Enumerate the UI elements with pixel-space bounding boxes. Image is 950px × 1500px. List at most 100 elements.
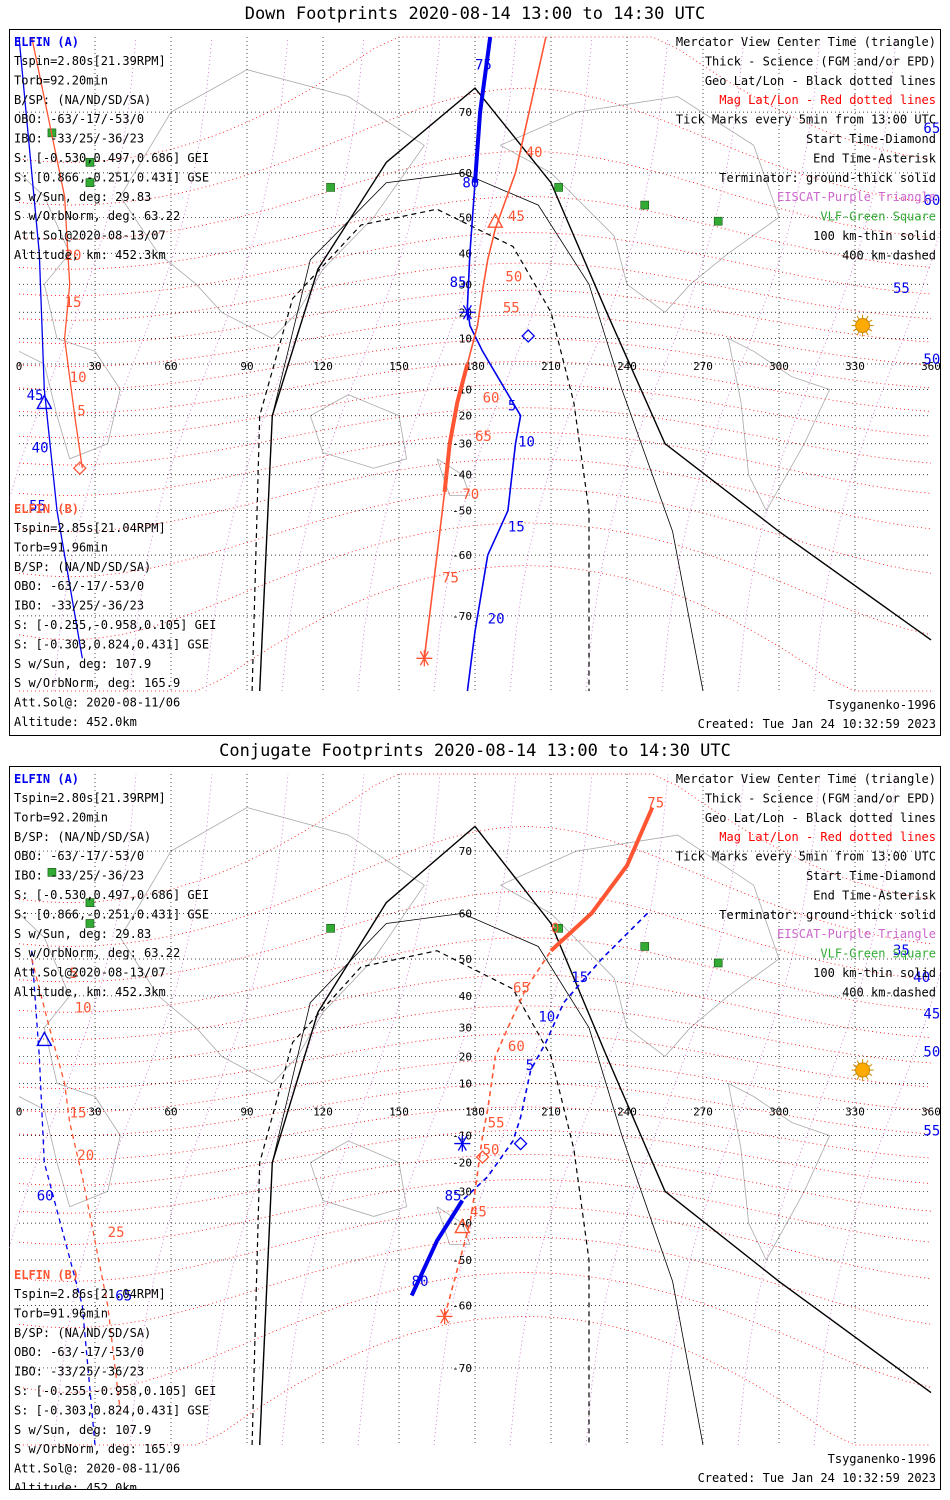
y-tick-label: 50 bbox=[459, 211, 472, 224]
mag-lat-line bbox=[18, 383, 932, 439]
vlf-station-marker bbox=[326, 183, 335, 192]
terminator-400km bbox=[251, 950, 590, 1446]
elfin-b-time-tick: 50 bbox=[505, 269, 522, 285]
elfin-b-time-tick: 55 bbox=[488, 1116, 505, 1132]
elfin-a-info-line: S: [-0.530,0.497,0.686] GEI bbox=[14, 151, 209, 165]
sun-ray bbox=[852, 328, 857, 332]
y-tick-label: 10 bbox=[459, 333, 472, 346]
legend-line: Tick Marks every 5min from 13:00 UTC bbox=[676, 113, 936, 127]
elfin-a-time-tick: 60 bbox=[923, 193, 940, 209]
elfin-b-science-segment bbox=[442, 363, 470, 493]
sun-ray bbox=[865, 1060, 869, 1065]
x-tick-label: 90 bbox=[240, 1106, 253, 1119]
elfin-a-time-tick: 85 bbox=[450, 275, 467, 291]
elfin-a-info-line: OBO: -63/-17/-53/0 bbox=[14, 849, 144, 863]
elfin-a-secondary-track bbox=[18, 36, 83, 659]
sun-ray bbox=[868, 1064, 873, 1067]
y-tick-label: -50 bbox=[452, 505, 472, 518]
legend-line: Thick - Science (FGM and/or EPD) bbox=[705, 54, 936, 68]
mag-lat-line bbox=[19, 1315, 931, 1446]
elfin-a-secondary-track bbox=[31, 950, 96, 1446]
legend-line: Geo Lat/Lon - Black dotted lines bbox=[705, 74, 936, 88]
y-tick-label: -60 bbox=[452, 1300, 472, 1313]
elfin-b-time-tick: 60 bbox=[483, 390, 500, 406]
terminator-100km bbox=[259, 172, 704, 692]
elfin-a-info-line: S w/Sun, deg: 29.83 bbox=[14, 190, 151, 204]
elfin-a-time-tick: 60 bbox=[37, 1188, 54, 1204]
elfin-a-track bbox=[410, 912, 648, 1296]
elfin-a-info-line: Altitude, km: 452.3km bbox=[14, 985, 166, 999]
terminator-400km bbox=[251, 208, 590, 692]
elfin-a-info-line: S: [-0.530,0.497,0.686] GEI bbox=[14, 888, 209, 902]
mag-lat-line bbox=[18, 1236, 932, 1329]
mag-lat-line bbox=[18, 937, 932, 1013]
elfin-a-info-line: Tspin=2.80s[21.39RPM] bbox=[14, 54, 166, 68]
x-tick-label: 330 bbox=[845, 360, 865, 373]
x-tick-label: 0 bbox=[16, 360, 23, 373]
y-tick-label: 70 bbox=[459, 845, 472, 858]
coastline-3 bbox=[500, 96, 780, 313]
model-label: Tsyganenko-1996 bbox=[828, 698, 936, 712]
elfin-a-time-tick: 55 bbox=[29, 499, 46, 515]
elfin-b-time-tick: 75 bbox=[647, 796, 664, 812]
y-tick-label: 20 bbox=[459, 1050, 472, 1063]
x-tick-label: 210 bbox=[541, 1106, 561, 1119]
x-tick-label: 300 bbox=[769, 1106, 789, 1119]
elfin-a-time-tick: 40 bbox=[32, 441, 49, 457]
vlf-station-marker bbox=[640, 942, 650, 951]
elfin-a-label: ELFIN (A) bbox=[14, 35, 79, 49]
mag-lat-line bbox=[18, 825, 932, 947]
elfin-a-time-tick: 35 bbox=[893, 943, 910, 959]
mag-lat-line bbox=[18, 1206, 932, 1282]
x-tick-label: 240 bbox=[617, 360, 637, 373]
legend-line: Mercator View Center Time (triangle) bbox=[676, 35, 936, 49]
legend-line: Start Time-Diamond bbox=[806, 132, 936, 146]
elfin-a-info-line: B/SP: (NA/ND/SD/SA) bbox=[14, 830, 151, 844]
elfin-b-time-tick: 10 bbox=[70, 370, 87, 386]
elfin-a-info-line: Att.Sol@2020-08-13/07 bbox=[14, 966, 166, 980]
x-tick-label: 0 bbox=[16, 1106, 23, 1119]
elfin-a-time-tick: 15 bbox=[571, 970, 588, 986]
legend-line: End Time-Asterisk bbox=[813, 888, 937, 902]
vlf-station-marker bbox=[85, 158, 95, 167]
legend-line: Mag Lat/Lon - Red dotted lines bbox=[719, 93, 936, 107]
elfin-a-info-line: S: [0.866,-0.251,0.431] GSE bbox=[14, 907, 209, 921]
x-tick-label: 90 bbox=[240, 360, 253, 373]
elfin-b-start-marker bbox=[72, 461, 87, 476]
elfin-a-time-tick: 10 bbox=[538, 1010, 555, 1026]
elfin-a-info-line: Tspin=2.80s[21.39RPM] bbox=[14, 791, 166, 805]
elfin-b-time-tick: 10 bbox=[75, 1000, 92, 1016]
elfin-b-time-tick: 15 bbox=[70, 1105, 87, 1121]
legend-line: VLF-Green Square bbox=[820, 210, 936, 224]
vlf-station-marker bbox=[640, 200, 650, 210]
elfin-b-info-line: S w/OrbNorm, deg: 165.9 bbox=[14, 676, 180, 690]
vlf-station-marker bbox=[554, 183, 563, 192]
legend-line: VLF-Green Square bbox=[820, 947, 936, 961]
sun-ray bbox=[852, 319, 857, 323]
elfin-a-science-segment bbox=[409, 1199, 464, 1297]
elfin-a-center-marker bbox=[36, 1030, 53, 1047]
y-tick-label: -20 bbox=[452, 1157, 472, 1170]
elfin-b-info-line: S w/Sun, deg: 107.9 bbox=[14, 1423, 151, 1437]
y-tick-label: 50 bbox=[459, 953, 472, 966]
elfin-b-secondary-track bbox=[31, 36, 83, 469]
elfin-a-time-tick: 20 bbox=[488, 611, 505, 627]
y-tick-label: 60 bbox=[459, 167, 472, 180]
elfin-a-info-line: IBO: -33/25/-36/23 bbox=[14, 869, 144, 883]
elfin-b-info-line: OBO: -63/-17/-53/0 bbox=[14, 579, 144, 593]
sun-ray bbox=[856, 1075, 860, 1080]
y-tick-label: 10 bbox=[459, 1077, 472, 1090]
coastline-0 bbox=[18, 913, 121, 1208]
elfin-b-label: ELFIN (B) bbox=[14, 502, 79, 516]
terminator-ground bbox=[259, 87, 932, 692]
mag-lat-line bbox=[18, 890, 932, 983]
y-tick-label: -50 bbox=[452, 1254, 472, 1267]
y-tick-label: -40 bbox=[452, 469, 472, 482]
mag-lat-line bbox=[18, 314, 932, 367]
elfin-b-label: ELFIN (B) bbox=[14, 1268, 79, 1282]
elfin-b-info-line: Att.Sol@: 2020-08-11/06 bbox=[14, 1462, 180, 1476]
elfin-b-info-line: S w/Sun, deg: 107.9 bbox=[14, 657, 151, 671]
elfin-b-info-line: Tspin=2.86s[21.04RPM] bbox=[14, 1287, 166, 1301]
legend-line: End Time-Asterisk bbox=[813, 151, 937, 165]
x-tick-label: 120 bbox=[313, 360, 333, 373]
